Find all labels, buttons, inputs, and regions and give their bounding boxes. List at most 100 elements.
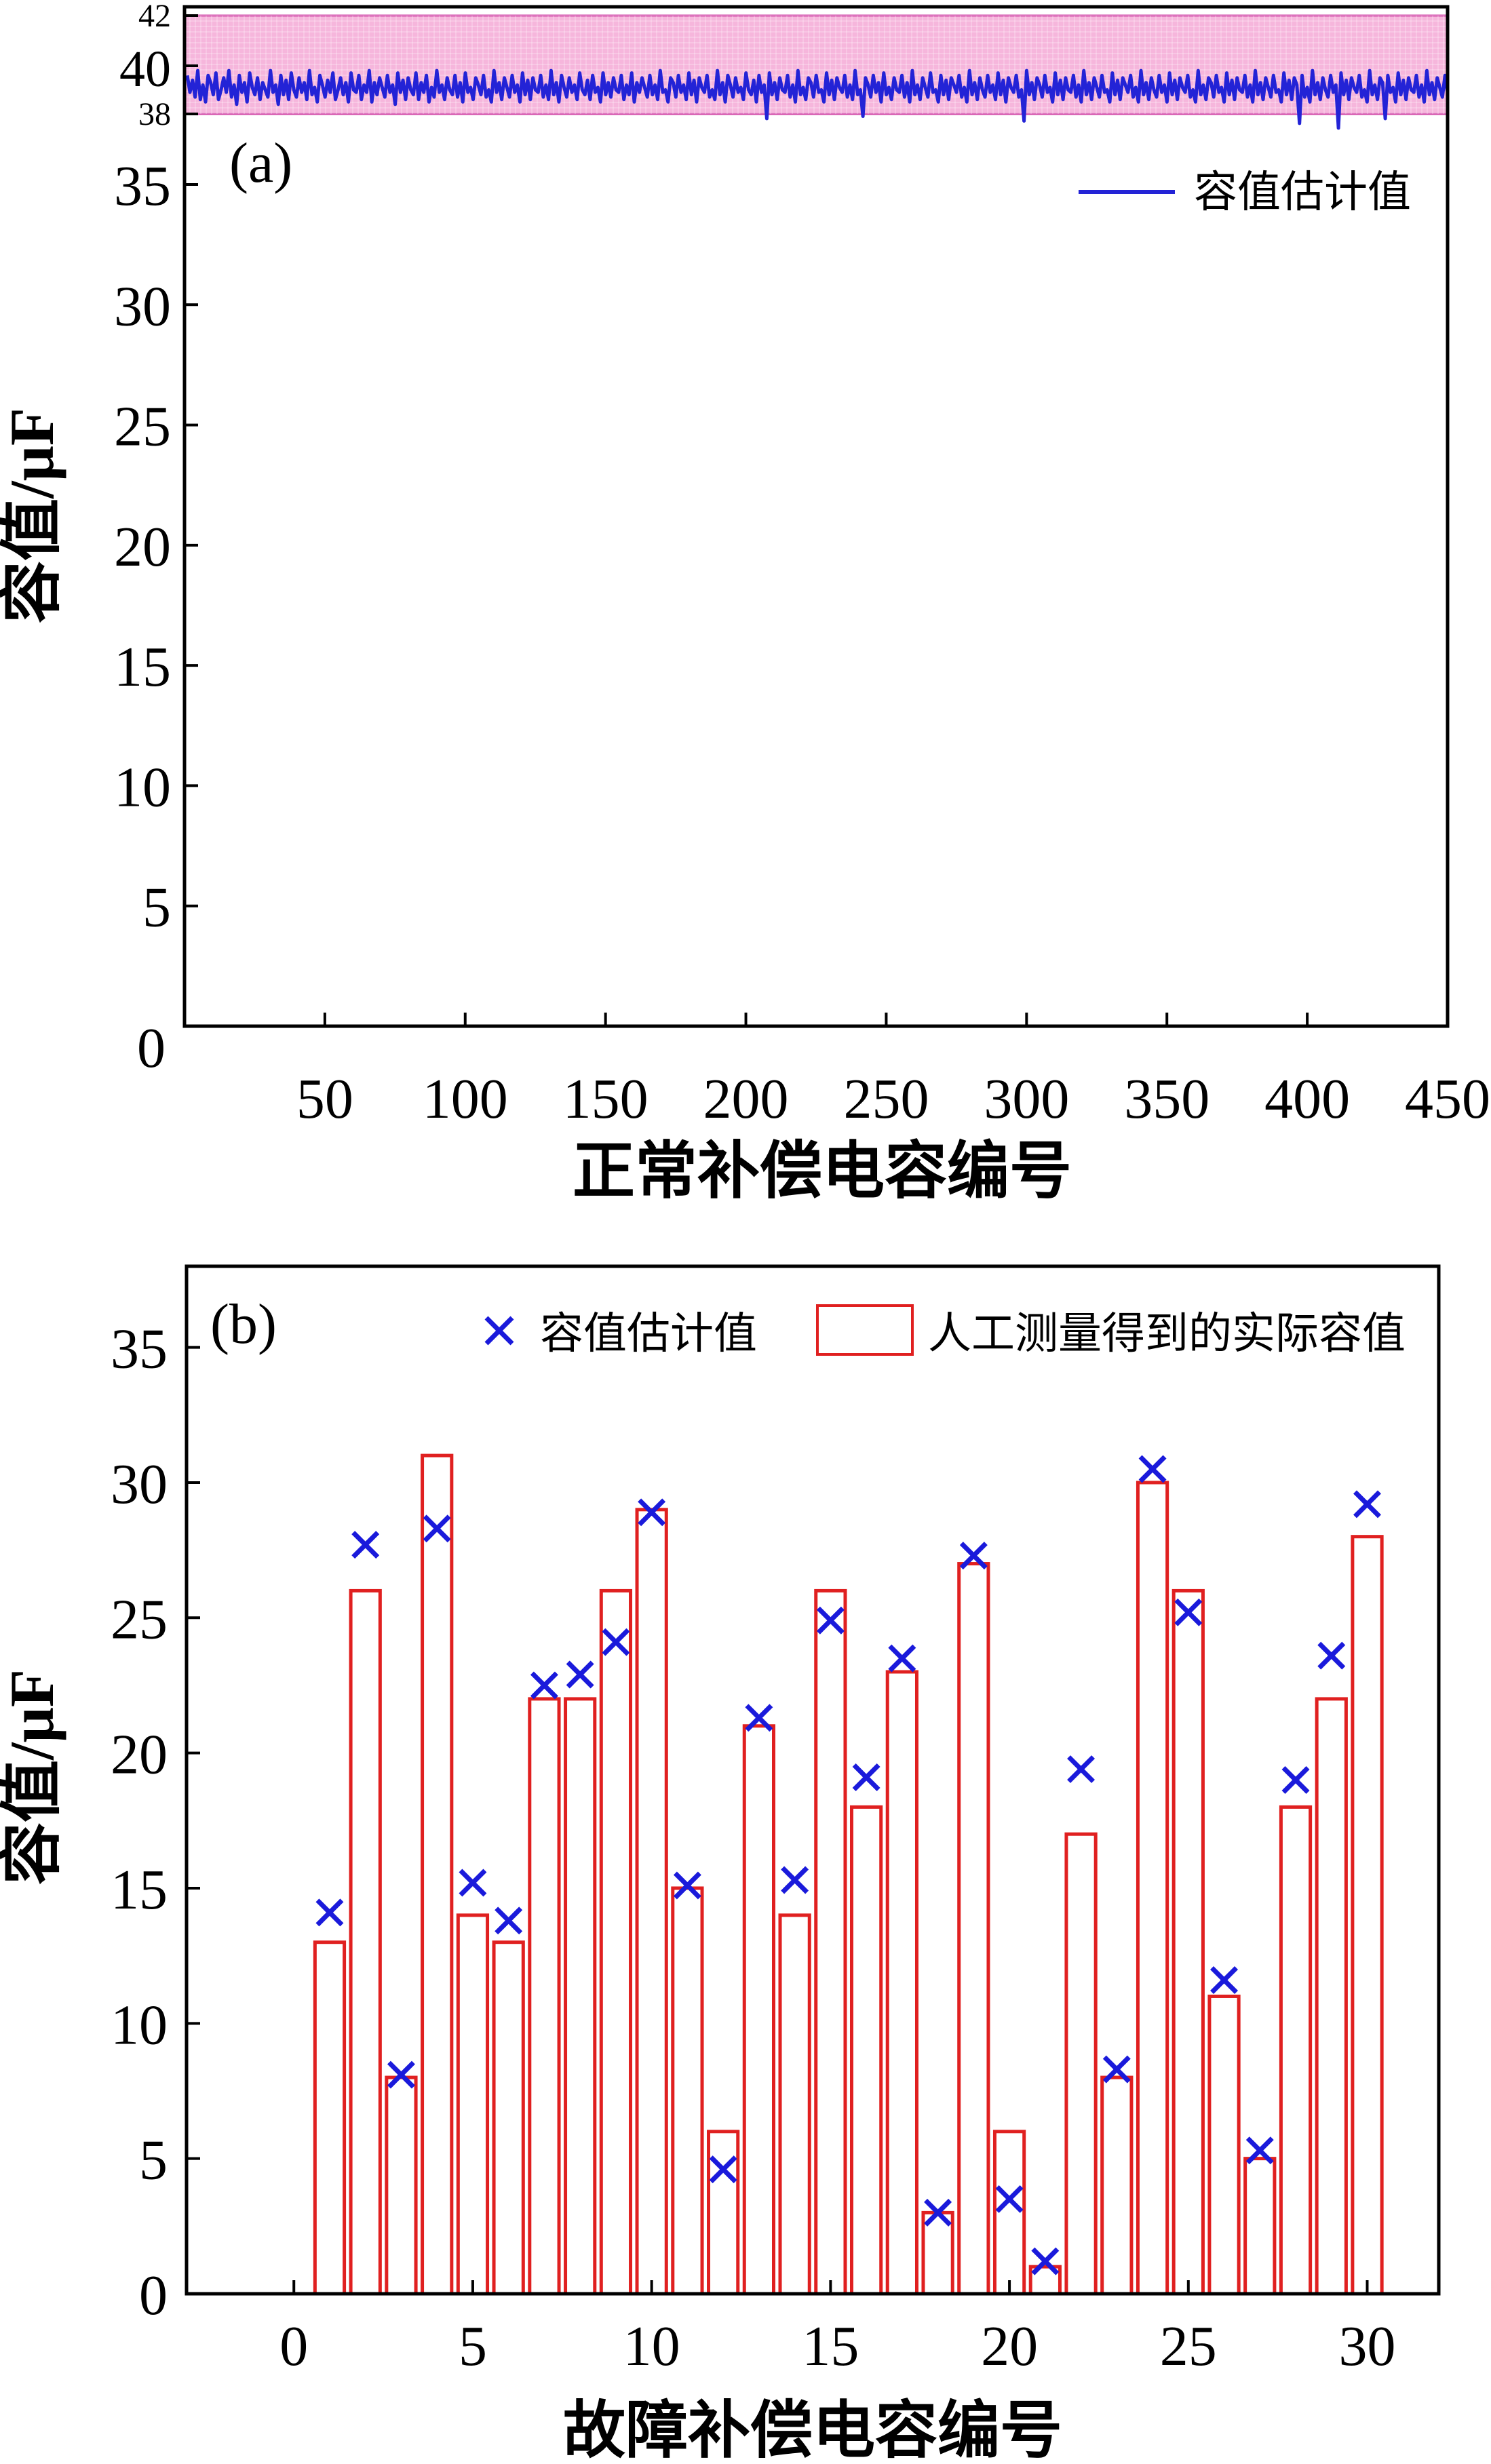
x-tick-label-a: 350 xyxy=(1124,1068,1209,1131)
x-tick-label-a: 250 xyxy=(843,1068,929,1131)
bar-actual xyxy=(313,1940,347,2296)
bar-actual xyxy=(564,1697,597,2296)
bar-actual xyxy=(814,1588,847,2296)
series-line-estimate xyxy=(185,69,1450,130)
marker-estimate xyxy=(1138,1455,1167,1483)
tolerance-band xyxy=(183,14,1449,115)
y-axis-title-a: 容值/μF xyxy=(0,408,66,623)
x-axis-title-a: 正常补偿电容编号 xyxy=(573,1137,1072,1206)
bar-actual xyxy=(1351,1535,1384,2296)
bar-actual xyxy=(349,1588,382,2296)
panel-b-label: (b) xyxy=(210,1293,277,1356)
plot-frame-b xyxy=(185,1264,1441,2296)
marker-estimate xyxy=(1102,2055,1131,2084)
marker-estimate xyxy=(709,2155,737,2184)
y-tick-label-a: 5 xyxy=(142,876,171,939)
x-tick-label-b: 15 xyxy=(802,2315,859,2378)
plot-frame-a xyxy=(182,5,1450,1028)
marker-estimate xyxy=(852,1763,880,1791)
marker-estimate xyxy=(387,2060,415,2089)
bar-actual xyxy=(1172,1588,1205,2296)
y-tick-label-a: 30 xyxy=(114,275,171,338)
bar-actual xyxy=(1100,2075,1134,2296)
y-tick-label-b: 10 xyxy=(111,1993,168,2056)
marker-estimate xyxy=(351,1531,380,1559)
y-tick-label-a: 10 xyxy=(114,756,171,819)
x-axis-title-b: 故障补偿电容编号 xyxy=(563,2396,1062,2464)
legend-a-label: 容值估计值 xyxy=(1194,168,1411,216)
x-tick-label-a: 300 xyxy=(984,1068,1069,1131)
legend-a: 容值估计值 xyxy=(1079,168,1411,216)
marker-estimate xyxy=(888,1644,916,1673)
legend-x-marker-icon xyxy=(484,1316,514,1346)
y-tick-label-b: 25 xyxy=(111,1588,168,1651)
legend-b-actual-label: 人工测量得到的实际容值 xyxy=(928,1310,1406,1358)
x-tick-label-b: 10 xyxy=(623,2315,680,2378)
marker-estimate xyxy=(1031,2247,1060,2275)
marker-estimate xyxy=(423,1514,451,1543)
x-tick-label-b: 5 xyxy=(459,2315,487,2378)
marker-estimate xyxy=(959,1542,988,1570)
marker-estimate xyxy=(1353,1490,1381,1519)
bar-actual xyxy=(742,1724,776,2296)
bar-actual xyxy=(599,1588,633,2296)
bar-actual xyxy=(456,1913,490,2296)
marker-estimate xyxy=(924,2198,952,2227)
marker-estimate xyxy=(1210,1966,1239,1995)
bar-actual xyxy=(957,1562,990,2296)
bar-actual xyxy=(849,1805,883,2296)
y-tick-label-b: 20 xyxy=(111,1723,168,1786)
x-tick-label-a: 50 xyxy=(296,1068,353,1131)
marker-estimate xyxy=(1245,2136,1274,2165)
x-tick-label-b: 30 xyxy=(1339,2315,1396,2378)
x-tick-label-a: 450 xyxy=(1405,1068,1490,1131)
legend-x-glyph xyxy=(484,1316,514,1346)
x-tick-label-a: 150 xyxy=(563,1068,648,1131)
y-tick-label-a: 20 xyxy=(114,515,171,579)
y-tick-label-a: 0 xyxy=(137,1017,166,1080)
bar-actual xyxy=(385,2075,418,2296)
estimate-series xyxy=(185,69,1450,130)
y-axis-title-b: 容值/μF xyxy=(0,1669,66,1885)
marker-estimate xyxy=(1281,1766,1310,1794)
bar-actual xyxy=(1207,1994,1241,2296)
x-tick-label-b: 25 xyxy=(1160,2315,1217,2378)
x-tick-label-a: 400 xyxy=(1264,1068,1350,1131)
x-tick-label-b: 0 xyxy=(279,2315,308,2378)
x-tick-label-b: 20 xyxy=(981,2315,1038,2378)
y-tick-label-b: 5 xyxy=(139,2129,168,2192)
bar-actual xyxy=(492,1940,525,2296)
y-tick-label-a: 40 xyxy=(119,41,171,98)
marker-estimate xyxy=(530,1671,558,1700)
bar-actual xyxy=(421,1453,454,2296)
y-tick-label-b: 30 xyxy=(111,1453,168,1516)
marker-estimate xyxy=(1174,1598,1203,1626)
legend-bar-swatch xyxy=(816,1304,914,1356)
y-tick-label-b: 0 xyxy=(139,2264,168,2327)
y-tick-label-a: 38 xyxy=(138,96,171,132)
bar-actual xyxy=(778,1913,811,2296)
y-tick-label-a: 25 xyxy=(114,395,171,458)
bar-actual xyxy=(528,1697,561,2296)
marker-estimate xyxy=(781,1866,809,1894)
bar-actual xyxy=(1136,1481,1169,2296)
marker-estimate xyxy=(745,1704,773,1732)
marker-estimate xyxy=(566,1660,594,1689)
x-tick-label-a: 100 xyxy=(423,1068,508,1131)
y-tick-label-a: 35 xyxy=(114,155,171,218)
marker-estimate xyxy=(673,1871,701,1900)
axis-ticks-b: 0 5 10 15 20 25 30 35 0 5 10 15 20 25 30 xyxy=(111,1318,1396,2378)
bar-actual xyxy=(1315,1697,1348,2296)
marker-estimate xyxy=(315,1898,344,1927)
marker-estimate xyxy=(1317,1641,1346,1670)
marker-estimate xyxy=(602,1628,630,1656)
marker-estimate xyxy=(638,1498,666,1527)
legend-b: 容值估计值 人工测量得到的实际容值 xyxy=(484,1304,1406,1358)
x-tick-label-a: 200 xyxy=(703,1068,789,1131)
y-tick-label-b: 15 xyxy=(111,1858,168,1921)
marker-estimate xyxy=(995,2185,1024,2213)
y-tick-label-a: 42 xyxy=(138,0,171,34)
